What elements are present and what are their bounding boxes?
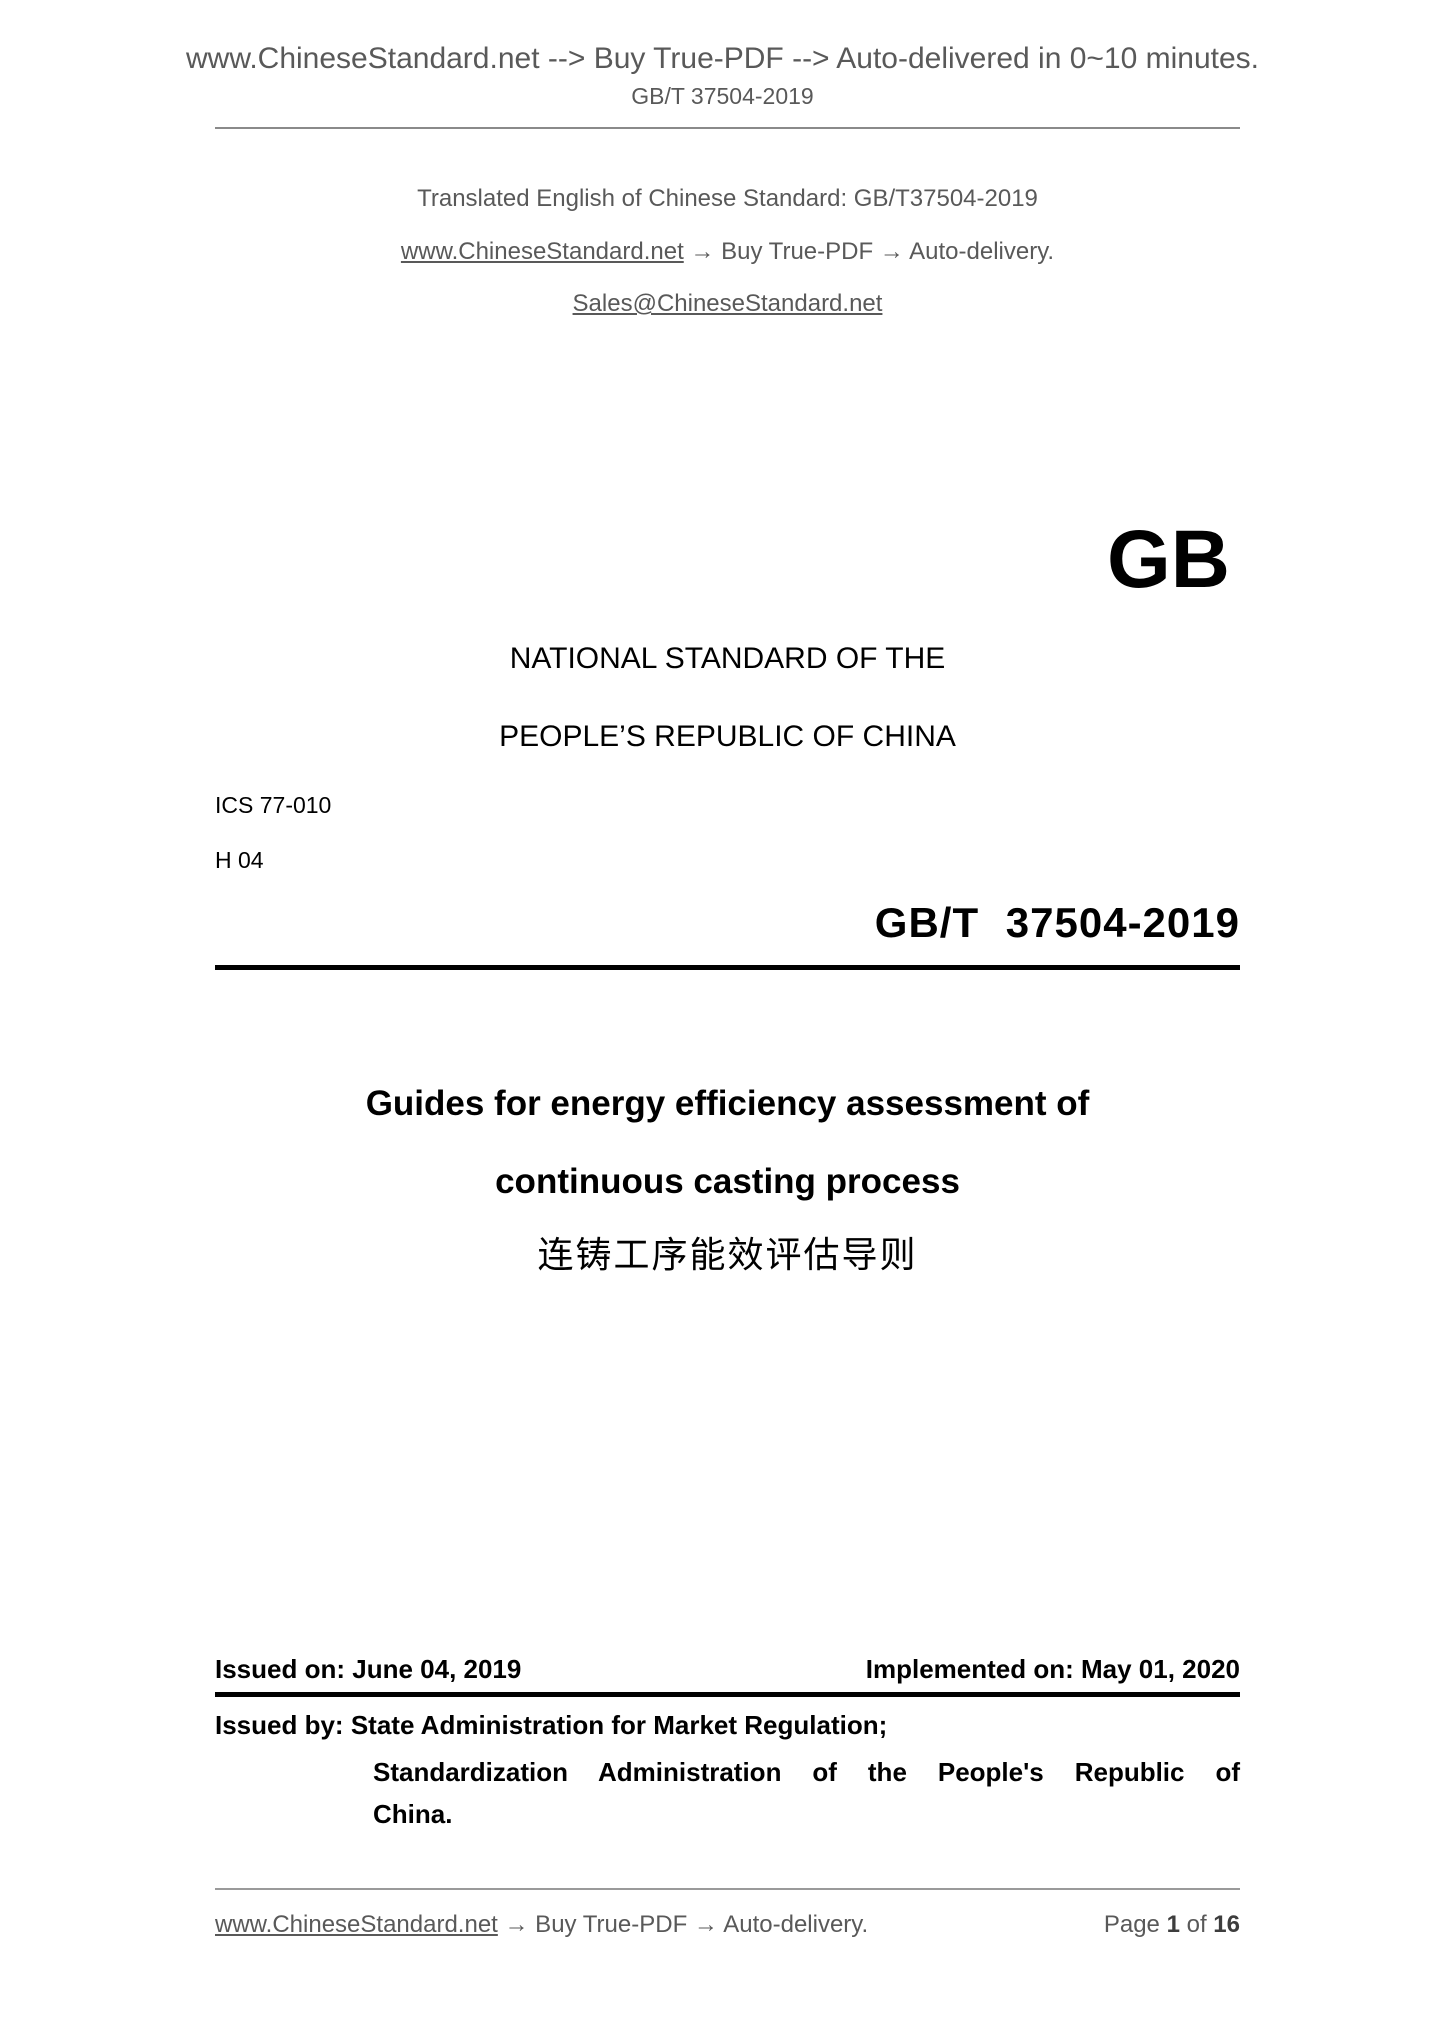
- header-doc-code: GB/T 37504-2019: [631, 83, 814, 109]
- footer-row: www.ChineseStandard.net → Buy True-PDF →…: [215, 1910, 1240, 1940]
- national-standard-line1: NATIONAL STANDARD OF THE: [509, 642, 946, 675]
- title-en-line1: Guides for energy efficiency assessment …: [365, 1084, 1090, 1123]
- doc-class-code: H 04: [215, 847, 264, 873]
- page-number: 1: [1166, 1911, 1180, 1938]
- dates-rule: [215, 1692, 1240, 1697]
- standard-code-rule: [215, 965, 1240, 970]
- gb-logo: GB: [1107, 514, 1230, 605]
- translated-line: Translated English of Chinese Standard: …: [417, 185, 1038, 212]
- page-indicator: Page 1 of 16: [1104, 1910, 1240, 1940]
- sales-email-link[interactable]: Sales@ChineseStandard.net: [572, 290, 883, 317]
- total-pages: 16: [1213, 1911, 1240, 1938]
- issuer-name-2: Standardization Administration of the Pe…: [373, 1757, 1240, 1787]
- title-en-line2: continuous casting process: [495, 1162, 960, 1201]
- footer-buy-line: www.ChineseStandard.net → Buy True-PDF →…: [215, 1910, 868, 1940]
- footer-site-link[interactable]: www.ChineseStandard.net: [215, 1911, 498, 1938]
- issuer-name-2-continued: China.: [373, 1799, 453, 1829]
- header-divider: [215, 127, 1240, 129]
- of-word: of: [1186, 1911, 1207, 1938]
- title-zh: 连铸工序能效评估导则: [537, 1235, 918, 1276]
- email-line: Sales@ChineseStandard.net: [215, 289, 1240, 319]
- site-link[interactable]: www.ChineseStandard.net: [400, 238, 684, 265]
- buy-line: www.ChineseStandard.net → Buy True-PDF →…: [215, 237, 1240, 267]
- ics-code: ICS 77-010: [215, 792, 332, 818]
- page-word: Page: [1103, 1911, 1160, 1938]
- standard-code: GB/T 37504-2019: [874, 899, 1240, 946]
- footer-divider: [215, 1888, 1240, 1890]
- buy-line-rest: → Buy True-PDF → Auto-delivery.: [690, 238, 1055, 265]
- footer-buy-line-rest: → Buy True-PDF → Auto-delivery.: [504, 1911, 869, 1938]
- issuer-name-1: State Administration for Market Regulati…: [350, 1710, 888, 1740]
- issued-by-label: Issued by:: [215, 1710, 344, 1740]
- implemented-on-date: Implemented on: May 01, 2020: [865, 1654, 1240, 1684]
- dates-row: Issued on: June 04, 2019 Implemented on:…: [215, 1653, 1240, 1685]
- header-promo-line: www.ChineseStandard.net --> Buy True-PDF…: [185, 42, 1260, 75]
- issued-on-date: Issued on: June 04, 2019: [215, 1654, 522, 1684]
- national-standard-line2: PEOPLE’S REPUBLIC OF CHINA: [499, 720, 956, 753]
- issued-by-line: Issued by: State Administration for Mark…: [215, 1709, 1240, 1741]
